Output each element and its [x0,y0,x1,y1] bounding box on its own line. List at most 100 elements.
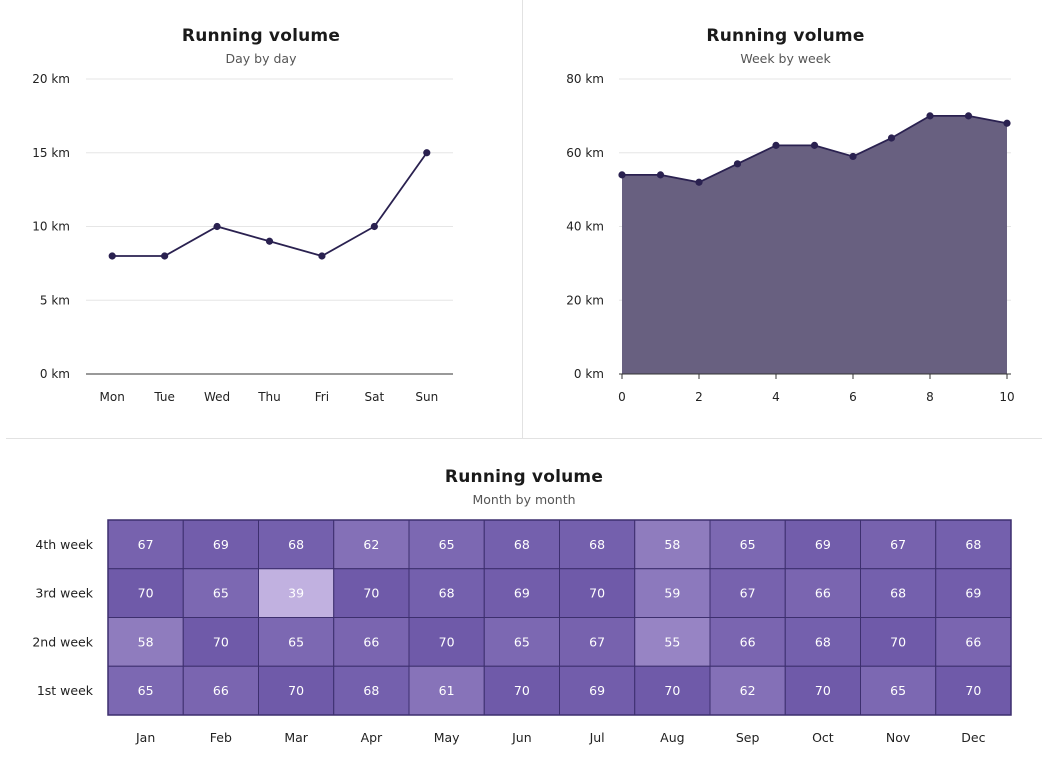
row-label: 2nd week [32,634,93,649]
cell-value-label: 68 [288,537,304,552]
cell-value-label: 66 [363,634,379,649]
y-tick-label: 40 km [566,220,604,234]
cell-value-label: 65 [213,586,229,601]
cell-value-label: 68 [890,586,906,601]
data-point [265,237,274,245]
data-point [656,171,665,179]
row-label: 3rd week [35,586,93,601]
chart-title: Running volume [444,467,604,487]
column-label: Apr [361,730,383,745]
chart-subtitle: Day by day [225,51,297,66]
column-label: Aug [660,730,684,745]
heatmap-cell [634,665,711,716]
y-tick-label: 5 km [40,293,70,307]
heatmap-cell [107,519,184,570]
data-point [887,134,896,142]
x-tick-label: Mon [100,390,125,404]
data-point [1003,119,1011,127]
y-tick-label: 0 km [40,367,70,381]
heatmap-cell [107,617,184,667]
heatmap-cell [634,617,711,667]
y-tick-label: 20 km [32,72,70,86]
cell-value-label: 68 [589,537,605,552]
column-label: Oct [812,730,834,745]
heatmap-cell [483,665,560,716]
x-tick-label: 8 [926,390,934,404]
heatmap-cell [258,617,335,667]
data-point [618,171,626,179]
cell-value-label: 67 [740,586,756,601]
chart-subtitle: Week by week [740,51,831,66]
weekly-area-chart: 0 km 20 km 40 km 60 km 80 km 0 2 4 6 8 10 [566,72,1014,404]
cell-value-label: 69 [213,537,229,552]
column-label: Jan [135,730,155,745]
cell-value-label: 66 [213,683,229,698]
cell-value-label: 70 [890,634,906,649]
column-label: Feb [210,730,232,745]
cell-value-label: 55 [664,634,680,649]
x-tick-label: Thu [257,390,281,404]
cell-value-label: 70 [965,683,981,698]
heatmap-cell [182,568,259,618]
y-tick-label: 0 km [574,367,604,381]
cell-value-label: 70 [138,586,154,601]
cell-value-label: 70 [439,634,455,649]
column-label: Mar [284,730,308,745]
panel-divider-horizontal [6,438,1042,439]
heatmap-cell [333,665,410,716]
heatmap-cell [784,617,861,667]
data-point [370,222,378,231]
cell-value-label: 58 [664,537,680,552]
x-tick-label: Sat [365,390,385,404]
cell-value-label: 70 [589,586,605,601]
x-tick-label: 10 [999,390,1014,404]
heatmap-cell [935,617,1012,667]
heatmap-cell [408,617,485,667]
x-tick-label: Sun [415,390,438,404]
cell-value-label: 65 [439,537,455,552]
column-label: May [434,730,460,745]
heatmap-cell [559,617,636,667]
daily-chart-panel: Running volume Day by day 0 km 5 km 10 km 1… [0,0,522,438]
row-label: 1st week [37,683,94,698]
heatmap-cell [483,568,560,618]
cell-value-label: 66 [965,634,981,649]
cell-value-label: 70 [664,683,680,698]
cell-value-label: 70 [288,683,304,698]
heatmap-cell [182,665,259,716]
cell-value-label: 68 [965,537,981,552]
heatmap-cell [709,519,786,570]
cell-value-label: 61 [439,683,455,698]
heatmap-cell [784,519,861,570]
heatmap-cell [860,568,937,618]
panel-divider-vertical [522,0,523,438]
data-point [772,141,780,149]
row-label: 4th week [35,537,93,552]
data-point [926,112,934,120]
x-tick-label: 0 [618,390,626,404]
cell-value-label: 65 [288,634,304,649]
x-tick-label: Tue [153,390,175,404]
cell-value-label: 62 [740,683,756,698]
column-label: Jun [511,730,532,745]
data-point [810,141,819,149]
cell-value-label: 70 [815,683,831,698]
chart-title: Running volume [706,26,865,46]
chart-title: Running volume [181,26,341,46]
heatmap-cell [860,665,937,716]
y-tick-label: 20 km [566,293,604,307]
heatmap-cell [333,617,410,667]
data-point [964,112,973,120]
heatmap-cell [860,519,937,570]
data-point [318,252,326,260]
cell-value-label: 39 [288,586,304,601]
cell-value-label: 68 [363,683,379,698]
cell-value-label: 69 [965,586,981,601]
cell-value-label: 67 [138,537,154,552]
cell-value-label: 69 [514,586,530,601]
data-point [161,252,169,260]
monthly-chart-panel: Running volume Month by month 67 69 68 62 65… [0,439,1048,758]
heatmap-border [107,519,1012,716]
cell-value-label: 67 [890,537,906,552]
x-tick-label: Wed [204,390,230,404]
